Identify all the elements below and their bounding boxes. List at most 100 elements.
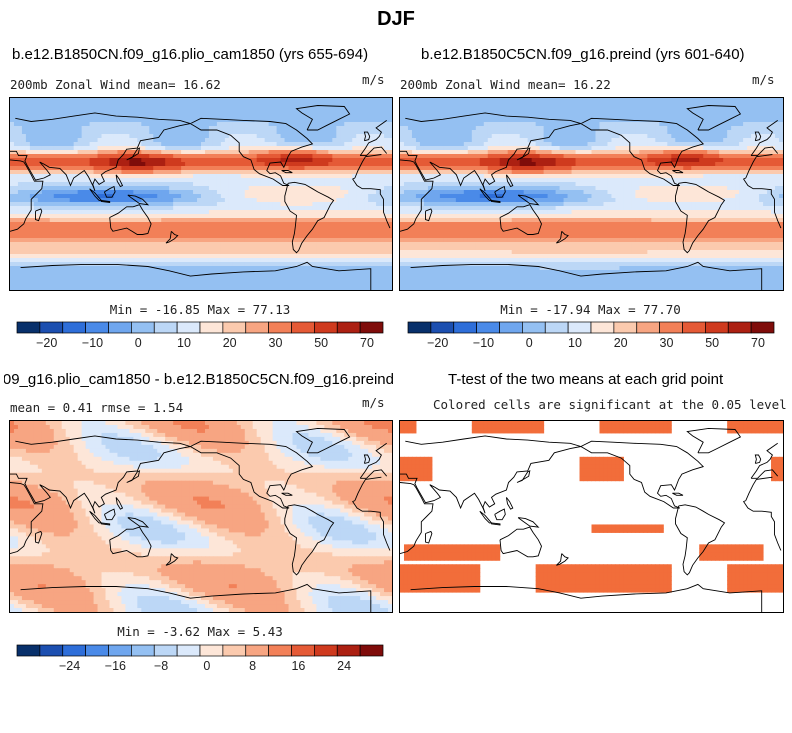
panel-2-field-cell <box>683 98 688 103</box>
panel-2-field-cell <box>495 98 501 103</box>
panel-1-field-cell <box>165 106 170 111</box>
panel-1-field-cell <box>161 246 166 251</box>
panel-1-field-cell <box>208 186 214 191</box>
panel-1-field-cell <box>248 186 254 191</box>
panel-2-field-cell <box>447 98 453 103</box>
panel-1-field-cell <box>153 102 158 107</box>
panel-1-field-cell <box>97 106 103 111</box>
panel-1-field-cell <box>97 218 103 223</box>
panel-1-field-cell <box>384 174 389 179</box>
panel-1-field-cell <box>10 214 15 219</box>
panel-1-field-cell <box>77 134 83 139</box>
panel-1-field-cell <box>89 234 95 239</box>
panel-1-field-cell <box>304 222 309 227</box>
panel-1-field-cell <box>212 198 218 203</box>
panel-1-field-cell <box>388 210 392 215</box>
panel-1-field-cell <box>193 98 198 103</box>
panel-1-field-cell <box>332 186 337 191</box>
panel-1-field-cell <box>89 162 95 167</box>
panel-1-field-cell <box>344 262 349 267</box>
panel-1-field-cell <box>364 210 369 215</box>
panel-1-field-cell <box>252 286 258 290</box>
panel-1-field-cell <box>248 226 254 231</box>
panel-1-field-cell <box>17 122 23 127</box>
panel-1-field-cell <box>145 150 150 155</box>
panel-1-field-cell <box>252 238 258 243</box>
panel-1-field-cell <box>296 262 301 267</box>
panel-1-field-cell <box>216 114 222 119</box>
panel-1-field-cell <box>312 274 317 279</box>
panel-1-field-cell <box>109 266 114 271</box>
panel-1-field-cell <box>220 158 226 163</box>
panel-1-field-cell <box>49 198 55 203</box>
panel-2-field-cell <box>515 98 521 103</box>
panel-1-field-cell <box>272 198 278 203</box>
panel-1-field-cell <box>236 230 242 235</box>
panel-1-field-cell <box>376 98 381 103</box>
panel-1-field-cell <box>356 190 361 195</box>
panel-1-field-cell <box>133 138 138 143</box>
panel-1-field-cell <box>228 206 234 211</box>
panel-1-field-cell <box>125 122 130 127</box>
panel-1-field-cell <box>41 126 47 131</box>
panel-1-field-cell <box>264 282 270 287</box>
panel-1-field-cell <box>109 194 114 199</box>
panel-1-field-cell <box>224 134 230 139</box>
panel-1-field-cell <box>125 238 130 243</box>
panel-1-field-cell <box>145 274 150 279</box>
panel-2-field-cell <box>627 102 632 107</box>
panel-1-field-cell <box>372 262 377 267</box>
panel-1-field-cell <box>332 110 337 115</box>
panel-1-field-cell <box>380 114 385 119</box>
panel-1-field-cell <box>228 178 234 183</box>
panel-1-field-cell <box>296 270 301 275</box>
panel-1-field-cell <box>121 182 126 187</box>
panel-1-field-cell <box>21 98 27 103</box>
panel-1-field-cell <box>25 278 31 283</box>
panel-1-field-cell <box>129 274 134 279</box>
panel-1-field-cell <box>332 190 337 195</box>
panel-1-field-cell <box>101 242 106 247</box>
panel-2-field-cell <box>439 98 445 103</box>
panel-1-field-cell <box>312 158 317 163</box>
coastline-borneo <box>103 185 116 198</box>
panel-1-field-cell <box>376 190 381 195</box>
panel-1-field-cell <box>137 238 142 243</box>
panel-1-field-cell <box>145 130 150 135</box>
panel-1-field-cell <box>288 106 294 111</box>
panel-1-field-cell <box>376 178 381 183</box>
panel-1-field-cell <box>372 170 377 175</box>
panel-1-field-cell <box>208 282 214 287</box>
panel-1-field-cell <box>81 178 87 183</box>
panel-1-field-cell <box>272 230 278 235</box>
panel-1-field-cell <box>348 146 353 151</box>
panel-1-field-cell <box>280 126 286 131</box>
panel-1-field-cell <box>61 194 67 199</box>
panel-1-field-cell <box>121 282 126 287</box>
panel-1-field-cell <box>368 106 373 111</box>
panel-1-field-cell <box>41 266 47 271</box>
panel-1-field-cell <box>328 222 333 227</box>
panel-1-field-cell <box>320 174 325 179</box>
panel-1-field-cell <box>372 230 377 235</box>
panel-1-field-cell <box>117 242 122 247</box>
panel-1-field-cell <box>93 258 99 263</box>
panel-1-field-cell <box>264 214 270 219</box>
panel-1-field-cell <box>37 190 43 195</box>
panel-1-field-cell <box>77 150 83 155</box>
panel-1-field-cell <box>372 114 377 119</box>
panel-1-field-cell <box>129 202 134 207</box>
panel-1-field-cell <box>248 182 254 187</box>
panel-1-field-cell <box>113 102 118 107</box>
panel-1-field-cell <box>21 222 27 227</box>
panel-1-field-cell <box>204 126 210 131</box>
panel-1-field-cell <box>153 242 158 247</box>
panel-1-field-cell <box>177 182 182 187</box>
panel-1-field-cell <box>228 138 234 143</box>
panel-1-field-cell <box>276 118 282 123</box>
panel-1-field-cell <box>244 182 250 187</box>
panel-1-field-cell <box>296 206 301 211</box>
panel-1-field-cell <box>25 166 31 171</box>
panel-1-field-cell <box>145 166 150 171</box>
panel-1-field-cell <box>256 286 262 290</box>
